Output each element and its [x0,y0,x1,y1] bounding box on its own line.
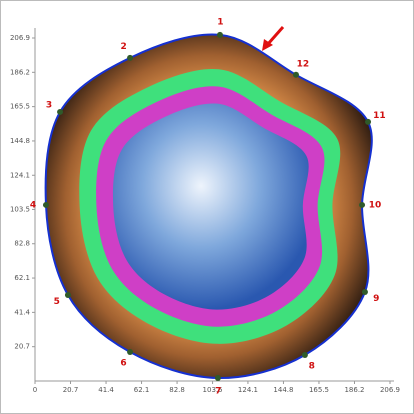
x-tick-label: 0 [33,386,37,394]
point-label: 3 [46,101,52,111]
x-tick-label: 124.1 [238,386,258,394]
heatmap [45,34,372,379]
x-tick-label: 62.1 [134,386,150,394]
y-tick-label: 165.5 [10,103,30,111]
x-tick-label: 165.5 [309,386,329,394]
point-label: 11 [373,111,386,121]
point-label: 2 [121,42,127,52]
point [216,31,223,38]
x-tick-label: 41.4 [98,386,114,394]
y-tick-label: 82.8 [14,240,30,248]
x-tick-label: 206.9 [380,386,400,394]
point [64,291,71,298]
x-tick-label: 20.7 [63,386,79,394]
point-label: 5 [54,297,60,307]
point-label: 6 [120,359,126,369]
point [214,375,221,382]
y-tick-label: 41.4 [14,308,30,316]
point-label: 10 [369,200,382,210]
x-tick-label: 144.8 [273,386,293,394]
point [365,118,372,125]
y-tick-label: 206.9 [10,34,30,42]
point [127,348,134,355]
x-tick-label: 103.5 [203,386,223,394]
point [57,108,64,115]
point-label: 7 [215,387,221,397]
x-tick-label: 186.2 [344,386,364,394]
point-label: 12 [297,59,310,69]
point-label: 1 [217,17,223,27]
x-tick-label: 82.8 [169,386,185,394]
y-tick-label: 186.2 [10,68,30,76]
point [359,201,366,208]
point [42,201,49,208]
blue-zone [112,103,309,310]
point [301,351,308,358]
point-label: 8 [309,362,315,372]
y-tick-label: 103.5 [10,205,30,213]
point [361,288,368,295]
arrow [262,26,285,51]
y-tick-label: 62.1 [14,274,30,282]
point [292,71,299,78]
point-label: 4 [30,200,36,210]
y-tick-label: 124.1 [10,171,30,179]
y-tick-label: 20.7 [14,343,30,351]
point-label: 9 [373,294,379,304]
point [127,54,134,61]
y-tick-label: 144.8 [10,137,30,145]
